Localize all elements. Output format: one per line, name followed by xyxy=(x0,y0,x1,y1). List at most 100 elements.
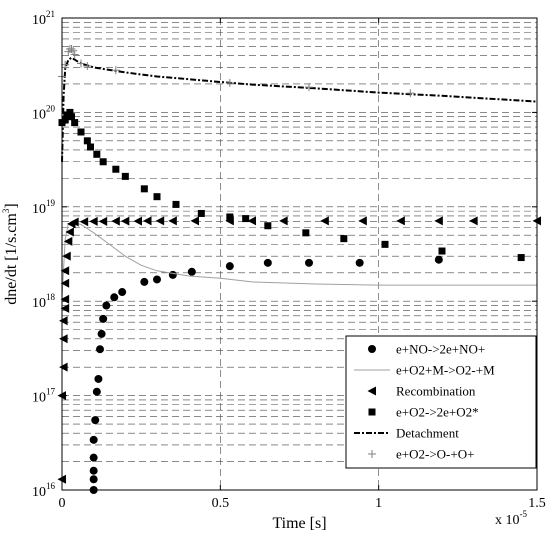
data-point xyxy=(153,193,161,201)
data-point xyxy=(396,216,405,226)
series-0 xyxy=(89,255,443,494)
y-tick-exp: 16 xyxy=(46,481,56,491)
y-tick-label: 1017 xyxy=(32,387,56,406)
data-point xyxy=(434,216,443,226)
data-point xyxy=(62,251,71,261)
legend-entry: e+NO->2e+NO+ xyxy=(368,342,485,357)
data-point xyxy=(59,316,68,326)
legend-label: Recombination xyxy=(396,384,476,399)
legend-label: Detachment xyxy=(396,426,459,441)
data-point xyxy=(70,50,79,59)
data-point xyxy=(355,258,364,267)
y-tick-base: 10 xyxy=(32,391,46,406)
y-label-close: ] xyxy=(3,203,20,208)
data-point xyxy=(89,435,98,444)
data-point xyxy=(70,217,79,227)
data-point xyxy=(112,165,120,173)
data-point xyxy=(61,116,69,124)
data-point xyxy=(118,288,127,297)
data-point xyxy=(93,150,101,158)
legend-box xyxy=(345,335,537,469)
y-tick-base: 10 xyxy=(32,485,46,500)
plot-series xyxy=(57,44,541,494)
series-2 xyxy=(57,216,541,484)
data-point xyxy=(187,267,196,276)
data-point xyxy=(59,362,68,372)
legend-entry: e+O2+M->O2-+M xyxy=(354,363,495,378)
data-point xyxy=(79,217,89,227)
plot-frame xyxy=(61,17,538,491)
x-axis-label: Time [s] xyxy=(272,515,326,532)
data-point xyxy=(242,215,250,223)
series-3 xyxy=(58,108,525,262)
data-point xyxy=(99,158,107,166)
legend-label: e+O2->2e+O2* xyxy=(396,405,479,420)
data-point xyxy=(140,277,149,286)
data-point xyxy=(172,200,180,208)
data-point xyxy=(305,83,313,92)
data-point xyxy=(89,475,98,484)
x-tick-label: 0 xyxy=(59,496,66,511)
series-5 xyxy=(58,44,415,98)
legend-swatch xyxy=(367,386,376,396)
y-tick-base: 10 xyxy=(32,202,46,217)
data-point xyxy=(133,216,142,226)
legend-label: e+O2+M->O2-+M xyxy=(396,363,495,378)
data-point xyxy=(469,216,478,226)
y-label-exp: 3 xyxy=(1,208,11,213)
data-point xyxy=(302,229,310,237)
data-point xyxy=(279,216,288,226)
data-point xyxy=(264,222,272,230)
data-point xyxy=(65,227,74,237)
data-point xyxy=(98,216,108,226)
data-point xyxy=(71,119,79,127)
data-point xyxy=(247,216,256,226)
legend-swatch xyxy=(368,450,376,458)
data-point xyxy=(517,254,525,262)
data-point xyxy=(60,294,70,304)
data-point xyxy=(168,270,177,279)
data-point xyxy=(97,329,106,338)
y-tick-base: 10 xyxy=(32,13,46,28)
data-point xyxy=(67,44,76,53)
data-point xyxy=(60,278,70,288)
data-point xyxy=(77,128,85,136)
data-point xyxy=(89,466,98,475)
x-tick-label: 1 xyxy=(375,496,382,511)
data-point xyxy=(83,62,92,71)
legend-entries: e+NO->2e+NO+ e+O2+M->O2-+M Recombination e+… xyxy=(354,342,495,462)
data-point xyxy=(66,108,74,116)
data-point xyxy=(87,143,94,151)
data-point xyxy=(197,209,205,217)
data-point xyxy=(63,236,73,246)
y-tick-label: 1016 xyxy=(32,481,56,500)
data-point xyxy=(69,46,78,55)
legend-entry: e+O2->2e+O2* xyxy=(368,405,479,420)
data-point xyxy=(143,216,152,226)
data-point xyxy=(406,89,415,98)
y-tick-label: 1020 xyxy=(32,103,56,122)
data-point xyxy=(111,66,120,75)
data-point xyxy=(263,258,272,267)
data-point xyxy=(305,258,313,267)
y-tick-base: 10 xyxy=(32,107,46,122)
data-point xyxy=(320,216,329,226)
data-point xyxy=(60,266,70,276)
data-point xyxy=(96,345,104,354)
x-tick-label: 0.5 xyxy=(212,496,230,511)
data-point xyxy=(99,314,108,323)
data-point xyxy=(68,113,75,121)
data-point xyxy=(59,334,68,344)
legend-label: e+O2->O-+O+ xyxy=(396,447,474,462)
legend: e+NO->2e+NO+ e+O2+M->O2-+M Recombination e+… xyxy=(345,335,537,469)
y-tick-label: 1021 xyxy=(32,9,55,28)
legend-label: e+NO->2e+NO+ xyxy=(396,342,485,357)
y-label-main: dne/dt [1/s.cm xyxy=(3,213,20,305)
data-point xyxy=(77,59,85,68)
y-axis-label: dne/dt [1/s.cm3] xyxy=(1,203,20,304)
legend-entry: e+O2->O-+O+ xyxy=(368,447,474,462)
legend-swatch xyxy=(368,408,376,416)
x-axis-multiplier: x 10-5 xyxy=(495,509,527,528)
